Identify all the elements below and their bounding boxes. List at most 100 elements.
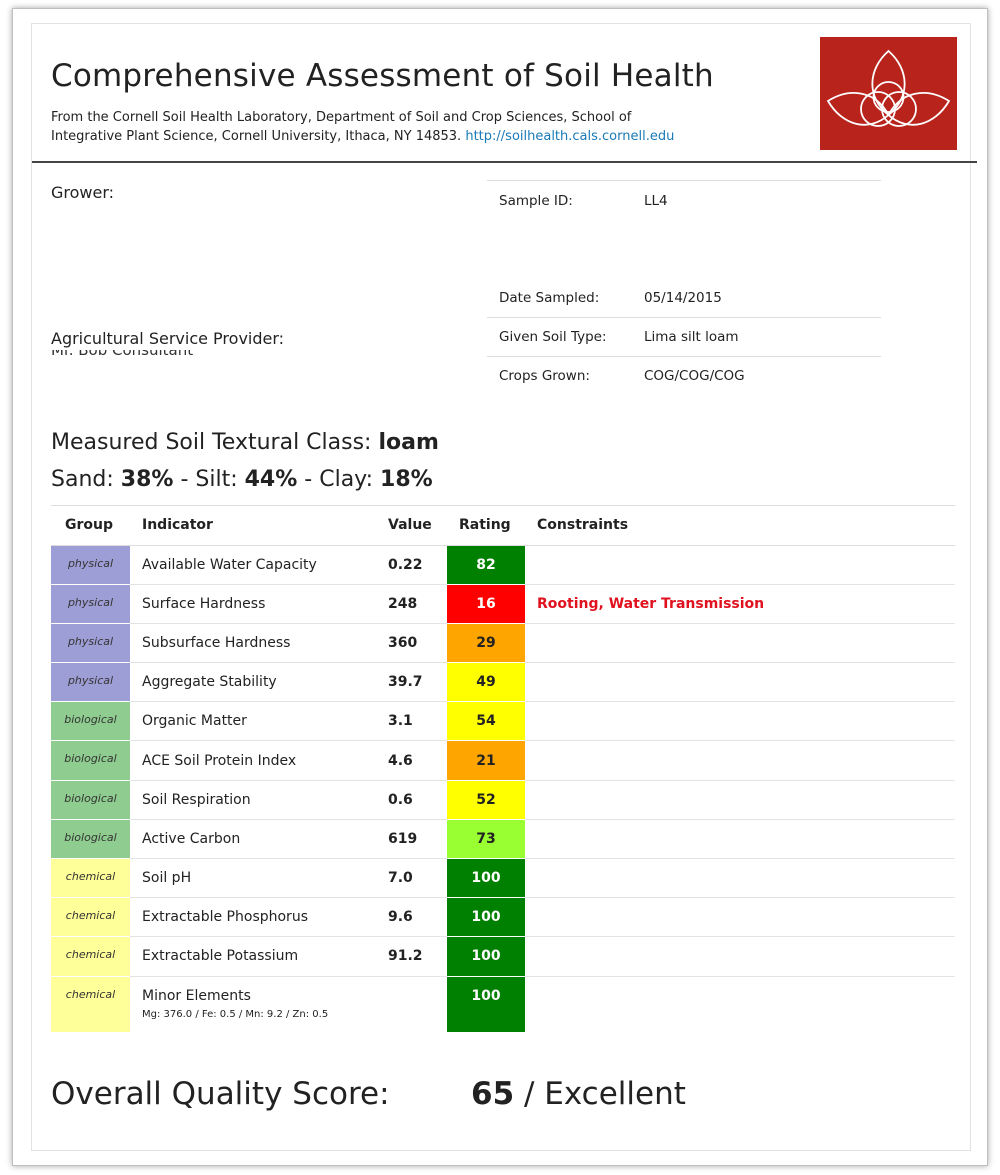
service-provider-value-clipped: Mr. Bob Consultant xyxy=(51,350,351,360)
silt-value: 44% xyxy=(244,467,298,492)
indicator-name: Soil Respiration xyxy=(142,791,251,808)
group-cell: physical xyxy=(51,544,130,585)
textural-class-value: loam xyxy=(378,430,439,455)
indicator-cell: Soil Respiration xyxy=(130,779,376,820)
value-cell: 4.6 xyxy=(376,740,447,781)
group-cell: biological xyxy=(51,779,130,820)
table-row: physical Available Water Capacity 0.22 82 xyxy=(51,544,955,585)
overall-score-label: Overall Quality Score: xyxy=(51,1076,390,1112)
indicator-name: Soil pH xyxy=(142,870,192,887)
soil-table-body: physical Available Water Capacity 0.22 82 ph… xyxy=(51,544,955,1033)
group-cell: physical xyxy=(51,622,130,663)
constraints-cell xyxy=(525,779,955,820)
value-cell: 3.1 xyxy=(376,701,447,741)
table-row: physical Subsurface Hardness 360 29 xyxy=(51,622,955,663)
page-title: Comprehensive Assessment of Soil Health xyxy=(51,58,714,94)
sample-info-table: Sample ID: LL4 Date Sampled: 05/14/2015 … xyxy=(487,180,881,396)
rating-cell: 49 xyxy=(447,662,525,702)
sample-info-spacer xyxy=(487,221,881,279)
soil-type-row: Given Soil Type: Lima silt loam xyxy=(487,317,881,357)
indicator-detail: Mg: 376.0 / Fe: 0.5 / Mn: 9.2 / Zn: 0.5 xyxy=(142,1008,329,1020)
value-cell: 9.6 xyxy=(376,897,447,937)
rating-cell: 100 xyxy=(447,897,525,937)
value-cell: 39.7 xyxy=(376,662,447,702)
value-cell: 91.2 xyxy=(376,936,447,977)
indicator-cell: Soil pH xyxy=(130,857,376,898)
indicator-cell: Active Carbon xyxy=(130,818,376,859)
rating-cell: 16 xyxy=(447,583,525,624)
constraints-cell xyxy=(525,701,955,741)
constraints-cell xyxy=(525,818,955,859)
table-row: biological Soil Respiration 0.6 52 xyxy=(51,779,955,820)
overall-score-rating: / Excellent xyxy=(524,1076,686,1112)
constraints-cell xyxy=(525,936,955,977)
value-cell xyxy=(376,975,447,1033)
overall-score-value: 65 xyxy=(471,1076,515,1112)
clay-label: - Clay: xyxy=(304,467,374,492)
table-row: chemical Extractable Phosphorus 9.6 100 xyxy=(51,897,955,937)
textural-class: Measured Soil Textural Class: loam xyxy=(51,430,439,455)
group-cell: chemical xyxy=(51,897,130,937)
rating-cell: 54 xyxy=(447,701,525,741)
header-group: Group xyxy=(51,506,130,546)
indicator-name: Minor Elements xyxy=(142,987,251,1004)
rating-cell: 73 xyxy=(447,818,525,859)
indicator-cell: Aggregate Stability xyxy=(130,662,376,702)
date-sampled-value: 05/14/2015 xyxy=(644,289,722,306)
constraints-cell xyxy=(525,740,955,781)
grower-label: Grower: xyxy=(51,183,115,202)
constraints-cell xyxy=(525,622,955,663)
group-cell: chemical xyxy=(51,936,130,977)
soil-type-key: Given Soil Type: xyxy=(487,317,632,357)
subtitle-line2: Integrative Plant Science, Cornell Unive… xyxy=(51,129,462,144)
constraints-cell xyxy=(525,975,955,1033)
indicator-name: Surface Hardness xyxy=(142,595,266,612)
constraints-cell xyxy=(525,545,955,584)
header-divider xyxy=(32,161,977,163)
lab-url-link[interactable]: http://soilhealth.cals.cornell.edu xyxy=(465,129,675,144)
value-cell: 248 xyxy=(376,583,447,624)
sample-id-row: Sample ID: LL4 xyxy=(487,180,881,221)
value-cell: 0.6 xyxy=(376,779,447,820)
indicator-cell: Extractable Potassium xyxy=(130,936,376,977)
crops-grown-value: COG/COG/COG xyxy=(632,356,881,396)
sand-label: Sand: xyxy=(51,467,114,492)
constraints-cell xyxy=(525,897,955,937)
rating-cell: 100 xyxy=(447,936,525,977)
value-cell: 0.22 xyxy=(388,556,423,573)
soil-type-value: Lima silt loam xyxy=(632,317,881,357)
indicator-name: Active Carbon xyxy=(142,830,241,847)
table-row: chemical Minor Elements Mg: 376.0 / Fe: 0.… xyxy=(51,975,955,1033)
indicator-cell: Surface Hardness xyxy=(130,583,376,624)
rating-cell: 21 xyxy=(447,740,525,781)
constraints-cell xyxy=(525,662,955,702)
clay-value: 18% xyxy=(380,467,433,492)
crops-grown-row: Crops Grown: COG/COG/COG xyxy=(487,356,881,396)
lab-subtitle: From the Cornell Soil Health Laboratory,… xyxy=(51,108,811,146)
group-cell: biological xyxy=(51,701,130,741)
constraints-cell xyxy=(525,857,955,898)
soil-indicators-table: Group Indicator Value Rating Constraints… xyxy=(51,506,955,1033)
indicator-name: ACE Soil Protein Index xyxy=(142,752,297,769)
report-inner-border xyxy=(31,23,971,1151)
table-row: biological Active Carbon 619 73 xyxy=(51,818,955,859)
table-row: biological ACE Soil Protein Index 4.6 21 xyxy=(51,740,955,781)
table-row: biological Organic Matter 3.1 54 xyxy=(51,701,955,741)
sand-value: 38% xyxy=(120,467,174,492)
cornell-logo xyxy=(820,37,957,150)
indicator-name: Aggregate Stability xyxy=(142,674,277,691)
sample-id-value: LL4 xyxy=(632,180,881,221)
value-cell: 619 xyxy=(376,818,447,859)
service-provider-label: Agricultural Service Provider: xyxy=(51,329,285,348)
indicator-cell: Subsurface Hardness xyxy=(130,622,376,663)
textural-class-label: Measured Soil Textural Class: xyxy=(51,430,372,455)
indicator-cell: Available Water Capacity xyxy=(130,545,376,584)
group-cell: biological xyxy=(51,740,130,781)
rating-cell: 52 xyxy=(447,779,525,820)
rating-cell: 29 xyxy=(447,622,525,663)
rating-cell: 82 xyxy=(447,544,525,585)
crops-grown-key: Crops Grown: xyxy=(487,356,632,396)
soil-fractions: Sand: 38% - Silt: 44% - Clay: 18% xyxy=(51,467,433,492)
indicator-cell: Extractable Phosphorus xyxy=(130,897,376,937)
group-cell: chemical xyxy=(51,975,130,1033)
